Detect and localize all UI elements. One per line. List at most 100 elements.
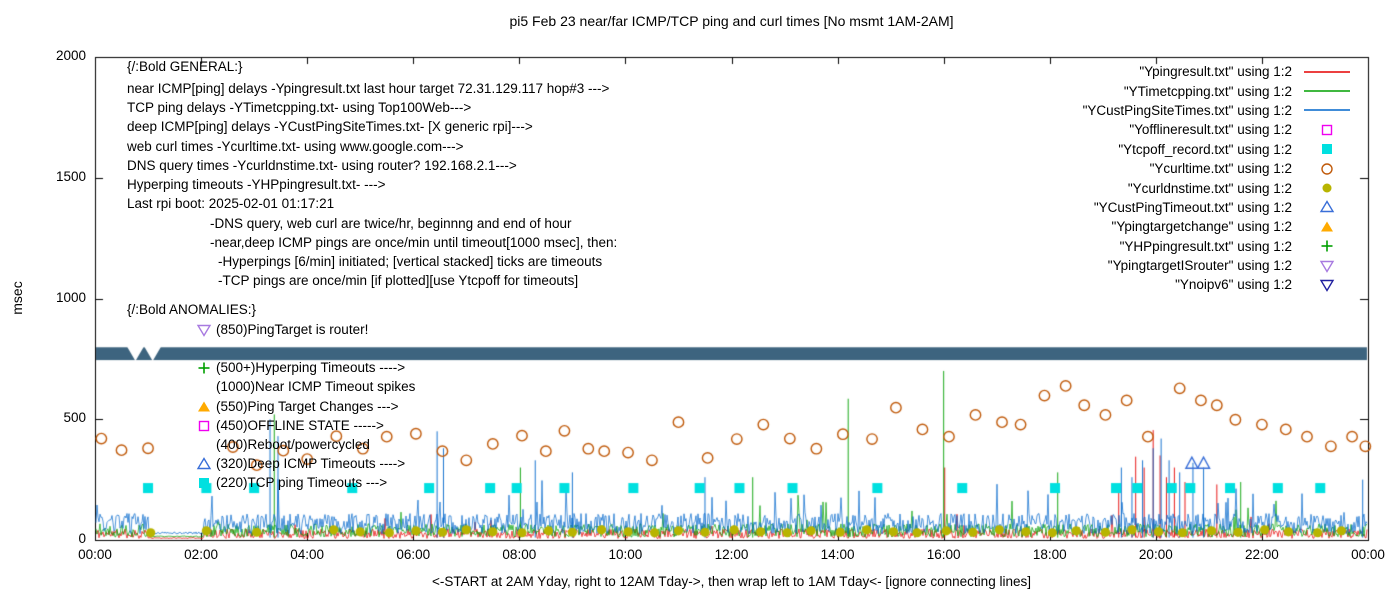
y-tick-label: 2000 (55, 48, 86, 63)
legend-item: "Ypingresult.txt" using 1:2 (932, 62, 1352, 81)
annotation-text: deep ICMP[ping] delays -YCustPingSiteTim… (127, 119, 533, 134)
x-tick-label: 14:00 (820, 547, 855, 562)
plot-annotation: (400)Reboot/powercycled (216, 436, 370, 454)
y-tick-label: 1000 (55, 289, 86, 305)
annotation-text: (850)PingTarget is router! (216, 322, 369, 337)
circle-open-legend-icon (1302, 161, 1352, 177)
triangle-up-filled-legend-icon (1302, 219, 1352, 235)
legend-label: "Ytcpoff_record.txt" using 1:2 (1118, 141, 1292, 157)
plot-annotation: -near,deep ICMP pings are once/min until… (210, 234, 617, 252)
legend-label: "Ypingresult.txt" using 1:2 (1139, 64, 1292, 80)
line-legend-icon (1302, 102, 1352, 118)
plus-legend-icon (1302, 238, 1352, 254)
annotation-text: TCP ping delays -YTimetcpping.txt- using… (127, 100, 472, 115)
triangle-down-open-legend-icon (1302, 277, 1352, 293)
legend-label: "YTimetcpping.txt" using 1:2 (1123, 83, 1292, 99)
legend-item: "YCustPingSiteTimes.txt" using 1:2 (932, 101, 1352, 120)
plot-annotation: -DNS query, web curl are twice/hr, begin… (210, 215, 571, 233)
plot-annotation: -Hyperpings [6/min] initiated; [vertical… (218, 253, 602, 271)
plot-annotation: TCP ping delays -YTimetcpping.txt- using… (127, 99, 471, 117)
annotation-text: -near,deep ICMP pings are once/min until… (210, 235, 618, 250)
legend-label: "YpingtargetISrouter" using 1:2 (1107, 258, 1292, 274)
plot-annotation: DNS query times -Ycurldnstime.txt- using… (127, 157, 517, 175)
legend-item: "Ynoipv6" using 1:2 (932, 275, 1352, 294)
triangle-up-open-legend-icon (1302, 199, 1352, 215)
legend-label: "Ynoipv6" using 1:2 (1175, 277, 1292, 293)
legend-item: "Ypingtargetchange" using 1:2 (932, 217, 1352, 236)
plot-annotation: (850)PingTarget is router! (196, 321, 368, 339)
legend-item: "YCustPingTimeout.txt" using 1:2 (932, 198, 1352, 217)
x-tick-label: 06:00 (396, 547, 431, 562)
legend-label: "Yofflineresult.txt" using 1:2 (1129, 122, 1292, 138)
x-tick-label: 02:00 (184, 547, 218, 562)
plot-annotation: (500+)Hyperping Timeouts ----> (196, 359, 405, 377)
legend-item: "YTimetcpping.txt" using 1:2 (932, 81, 1352, 100)
x-tick-label: 04:00 (290, 547, 325, 562)
x-tick-label: 08:00 (502, 547, 537, 562)
triangle-down-open-legend-icon (1302, 258, 1352, 274)
x-tick-label: 16:00 (926, 547, 961, 562)
legend-item: "Ycurldnstime.txt" using 1:2 (932, 178, 1352, 197)
plot-annotation: (1000)Near ICMP Timeout spikes (216, 378, 415, 396)
plot-annotation: (320)Deep ICMP Timeouts ----> (196, 455, 405, 473)
plot-annotation: {/:Bold GENERAL:} (127, 58, 243, 76)
x-tick-label: 10:00 (608, 547, 643, 562)
legend-label: "YCustPingTimeout.txt" using 1:2 (1093, 199, 1292, 215)
plot-annotation: Last rpi boot: 2025-02-01 01:17:21 (127, 195, 334, 213)
legend-item: "Ytcpoff_record.txt" using 1:2 (932, 140, 1352, 159)
annotation-text: {/:Bold ANOMALIES:} (127, 302, 257, 317)
legend-label: "Ypingtargetchange" using 1:2 (1111, 219, 1292, 235)
annotation-text: (400)Reboot/powercycled (216, 437, 370, 452)
legend-item: "YpingtargetISrouter" using 1:2 (932, 256, 1352, 275)
annotation-text: (550)Ping Target Changes ---> (216, 399, 399, 414)
annotation-text: -Hyperpings [6/min] initiated; [vertical… (218, 254, 603, 269)
legend-item: "Ycurltime.txt" using 1:2 (932, 159, 1352, 178)
annotation-text: (320)Deep ICMP Timeouts ----> (216, 456, 406, 471)
x-tick-label: 20:00 (1138, 547, 1173, 562)
plot-annotation: Hyperping timeouts -YHPpingresult.txt- -… (127, 176, 385, 194)
plot-annotation: deep ICMP[ping] delays -YCustPingSiteTim… (127, 118, 533, 136)
y-tick-label: 500 (63, 410, 86, 426)
circle-filled-legend-icon (1302, 180, 1352, 196)
legend-item: "YHPpingresult.txt" using 1:2 (932, 237, 1352, 256)
x-tick-label: 00:00 (1351, 547, 1385, 562)
plot-annotation: (550)Ping Target Changes ---> (196, 398, 398, 416)
triangle-up-filled-icon (196, 399, 216, 414)
annotation-text: DNS query times -Ycurldnstime.txt- using… (127, 158, 517, 173)
annotation-text: {/:Bold GENERAL:} (127, 59, 243, 74)
y-tick-label: 1500 (55, 168, 86, 184)
plot-annotation: near ICMP[ping] delays -Ypingresult.txt … (127, 80, 609, 98)
legend-label: "Ycurldnstime.txt" using 1:2 (1127, 180, 1292, 196)
line-legend-icon (1302, 64, 1352, 80)
annotation-text: (220)TCP ping Timeouts ---> (216, 475, 388, 490)
annotation-text: (500+)Hyperping Timeouts ----> (216, 360, 406, 375)
annotation-text: -DNS query, web curl are twice/hr, begin… (210, 216, 572, 231)
annotation-text: -TCP pings are once/min [if plotted][use… (218, 273, 579, 288)
plus-icon (196, 360, 216, 375)
legend-label: "YHPpingresult.txt" using 1:2 (1119, 238, 1292, 254)
square-open-legend-icon (1302, 122, 1352, 138)
plot-annotation: web curl times -Ycurltime.txt- using www… (127, 138, 463, 156)
annotation-text: (1000)Near ICMP Timeout spikes (216, 379, 416, 394)
legend: "Ypingresult.txt" using 1:2 "YTimetcpping… (932, 62, 1352, 295)
x-tick-label: 22:00 (1245, 547, 1279, 562)
annotation-text: (450)OFFLINE STATE -----> (216, 418, 384, 433)
plot-annotation: (450)OFFLINE STATE -----> (196, 417, 384, 435)
annotation-text: Hyperping timeouts -YHPpingresult.txt- -… (127, 177, 386, 192)
y-tick-label: 0 (78, 531, 86, 546)
annotation-text: near ICMP[ping] delays -Ypingresult.txt … (127, 81, 610, 96)
x-tick-label: 12:00 (714, 547, 749, 562)
chart-title: pi5 Feb 23 near/far ICMP/TCP ping and cu… (509, 13, 954, 29)
annotation-text: web curl times -Ycurltime.txt- using www… (127, 139, 464, 154)
square-filled-legend-icon (1302, 141, 1352, 157)
legend-label: "YCustPingSiteTimes.txt" using 1:2 (1082, 102, 1292, 118)
legend-label: "Ycurltime.txt" using 1:2 (1149, 161, 1292, 177)
x-tick-label: 18:00 (1032, 547, 1067, 562)
square-open-icon (196, 418, 216, 433)
square-filled-icon (196, 475, 216, 490)
plot-annotation: {/:Bold ANOMALIES:} (127, 301, 256, 319)
plot-annotation: (220)TCP ping Timeouts ---> (196, 474, 387, 492)
x-axis-label: <-START at 2AM Yday, right to 12AM Tday-… (432, 574, 1031, 589)
